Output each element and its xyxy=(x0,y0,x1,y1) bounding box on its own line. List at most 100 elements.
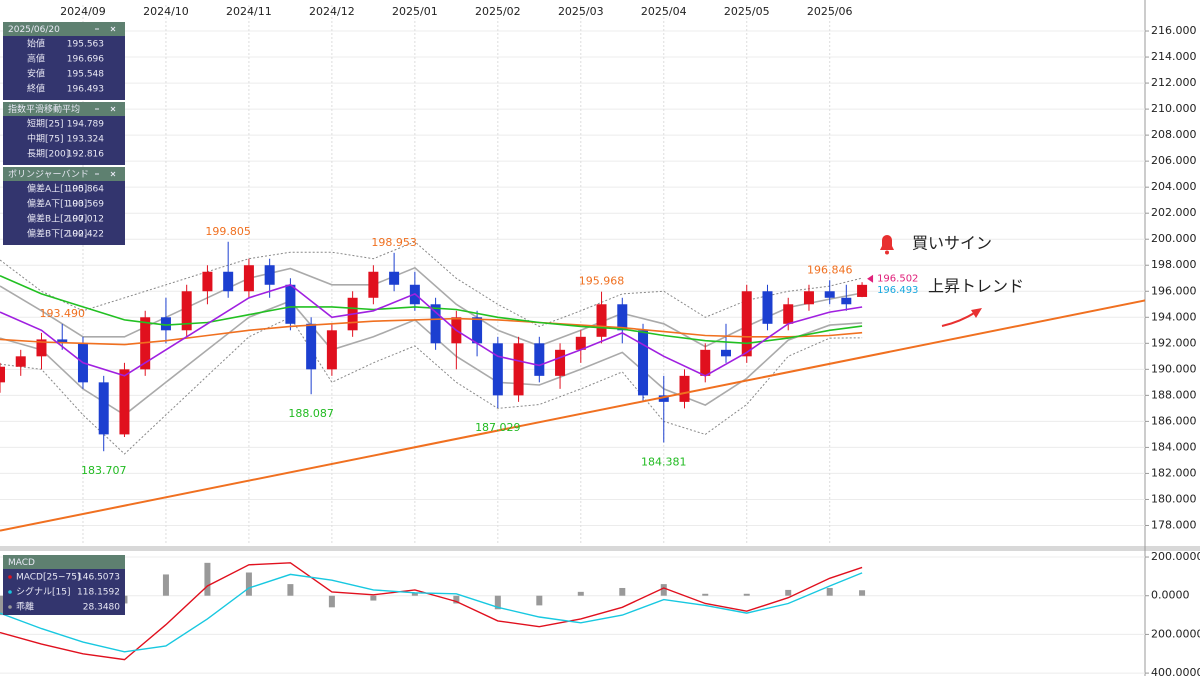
y-tick-label: 204.000 xyxy=(1151,180,1197,193)
legend-value: 28.3480 xyxy=(83,603,120,613)
panel-label: 安値 xyxy=(27,68,45,80)
y-tick-label: 206.000 xyxy=(1151,154,1197,167)
indicator-line xyxy=(0,317,863,346)
x-tick-label: 2024/10 xyxy=(143,5,189,18)
panel-value: 194.789 xyxy=(67,120,104,130)
legend-swatch xyxy=(8,590,12,594)
panel-value: 193.569 xyxy=(67,200,104,210)
panel-value: 192.816 xyxy=(67,150,104,160)
candle-body xyxy=(803,291,814,305)
candle-body xyxy=(638,330,649,396)
trend-line xyxy=(0,299,1146,532)
histogram-bar xyxy=(826,587,833,596)
legend-swatch xyxy=(8,575,12,579)
candle-body xyxy=(243,265,254,292)
candle-body xyxy=(119,369,130,435)
y-tick-label: 216.000 xyxy=(1151,24,1197,37)
candle-body xyxy=(596,304,607,337)
y-tick-label: 180.000 xyxy=(1151,492,1197,505)
x-tick-label: 2025/01 xyxy=(392,5,438,18)
extreme-label: 196.846 xyxy=(807,263,853,276)
x-tick-label: 2025/04 xyxy=(641,5,687,18)
histogram-bar xyxy=(453,595,460,604)
panel-label: 偏差B上[2.00] xyxy=(27,213,87,225)
candle-body xyxy=(368,271,379,298)
candle-body xyxy=(264,265,275,285)
trend-text: 上昇トレンド xyxy=(928,277,1024,296)
y-tick-label: 210.000 xyxy=(1151,102,1197,115)
histogram-bar xyxy=(577,591,584,596)
y-tick-label: 198.000 xyxy=(1151,258,1197,271)
histogram-bar xyxy=(702,593,709,596)
histogram-bar xyxy=(0,595,3,616)
candle-body xyxy=(720,349,731,357)
candle-body xyxy=(472,317,483,344)
panel-close xyxy=(110,171,116,177)
x-tick-label: 2024/12 xyxy=(309,5,355,18)
macd-line xyxy=(0,562,863,661)
extreme-label: 199.805 xyxy=(205,225,251,238)
candle-body xyxy=(326,330,337,370)
price-marker xyxy=(867,274,874,283)
legend-value: 146.5073 xyxy=(77,573,120,583)
histogram-bar xyxy=(536,595,543,606)
panel-value: 193.324 xyxy=(67,135,104,145)
candle-body xyxy=(783,304,794,324)
extreme-label: 183.707 xyxy=(81,464,127,477)
panel-header xyxy=(3,167,125,181)
y-tick-label: 200.000 xyxy=(1151,232,1197,245)
panel-header xyxy=(3,22,125,36)
panel-label: 偏差B下[2.00] xyxy=(27,228,87,240)
extreme-label: 198.953 xyxy=(371,236,417,249)
panel-value: 195.548 xyxy=(67,70,104,80)
candle-body xyxy=(679,375,690,402)
candle-body xyxy=(824,291,835,298)
histogram-bar xyxy=(411,592,418,596)
extreme-label: 184.381 xyxy=(641,455,687,468)
legend-name: 乖離 xyxy=(16,601,34,613)
y-tick-label: 400.0000 xyxy=(1151,666,1200,676)
panel-title: 指数平滑移動平均 xyxy=(8,103,80,115)
panel-label: 短期[25] xyxy=(27,118,63,130)
y-tick-label: 212.000 xyxy=(1151,76,1197,89)
panel-value: 196.493 xyxy=(67,85,104,95)
macd-legend: MACD MACD[25−75]146.5073 シグナル[15] 118.1592 乖… xyxy=(3,555,125,615)
y-tick-label: 192.000 xyxy=(1151,336,1197,349)
indicator-line xyxy=(0,283,863,377)
candle-body xyxy=(513,343,524,396)
y-tick-label: 208.000 xyxy=(1151,128,1197,141)
panel-value: 197.012 xyxy=(67,215,104,225)
candle-body xyxy=(202,271,213,292)
histogram-bar xyxy=(619,587,626,596)
histogram-bar xyxy=(328,595,335,608)
panel-value: 196.696 xyxy=(67,55,104,65)
panel-label: 偏差A下[1.00] xyxy=(27,198,87,210)
y-tick-label: 200.0000 xyxy=(1151,550,1200,563)
candle-body xyxy=(0,366,5,383)
candle-body xyxy=(555,349,566,376)
candle-body xyxy=(160,317,171,331)
x-tick-label: 2025/06 xyxy=(807,5,853,18)
histogram-bar xyxy=(785,589,792,596)
candle-body xyxy=(492,343,503,396)
extreme-label: 195.968 xyxy=(579,275,625,288)
candle-body xyxy=(181,291,192,331)
candle-body xyxy=(617,304,628,331)
y-tick-label: 194.000 xyxy=(1151,310,1197,323)
y-tick-label: 178.000 xyxy=(1151,518,1197,531)
bell-clapper xyxy=(885,250,889,255)
panel-label: 長期[200] xyxy=(27,149,69,160)
panel-label: 終値 xyxy=(27,83,45,95)
bell-icon xyxy=(880,235,894,250)
legend-name: MACD[25−75] xyxy=(16,573,80,583)
trend-arrow-head xyxy=(971,308,982,318)
extreme-label: 187.029 xyxy=(475,421,521,434)
candle-body xyxy=(15,356,26,367)
candle-body xyxy=(57,339,68,344)
candle-body xyxy=(223,271,234,292)
x-tick-label: 2025/02 xyxy=(475,5,521,18)
panel-value: 195.563 xyxy=(67,40,104,50)
